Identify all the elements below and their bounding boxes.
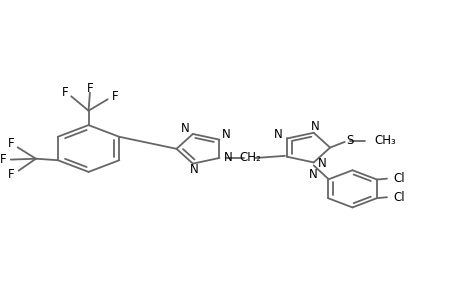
Text: Cl: Cl (392, 191, 404, 204)
Text: F: F (8, 168, 15, 182)
Text: N: N (222, 128, 230, 141)
Text: N: N (309, 168, 318, 181)
Text: F: F (112, 90, 118, 103)
Text: CH₃: CH₃ (374, 134, 396, 148)
Text: N: N (189, 163, 198, 176)
Text: F: F (0, 153, 6, 166)
Text: F: F (8, 137, 15, 150)
Text: Cl: Cl (392, 172, 404, 185)
Text: F: F (86, 82, 93, 95)
Text: S: S (345, 134, 353, 148)
Text: N: N (273, 128, 282, 141)
Text: N: N (224, 152, 232, 164)
Text: CH₂: CH₂ (239, 152, 260, 164)
Text: F: F (62, 85, 68, 99)
Text: N: N (317, 157, 325, 169)
Text: N: N (181, 122, 190, 135)
Text: N: N (310, 120, 319, 133)
